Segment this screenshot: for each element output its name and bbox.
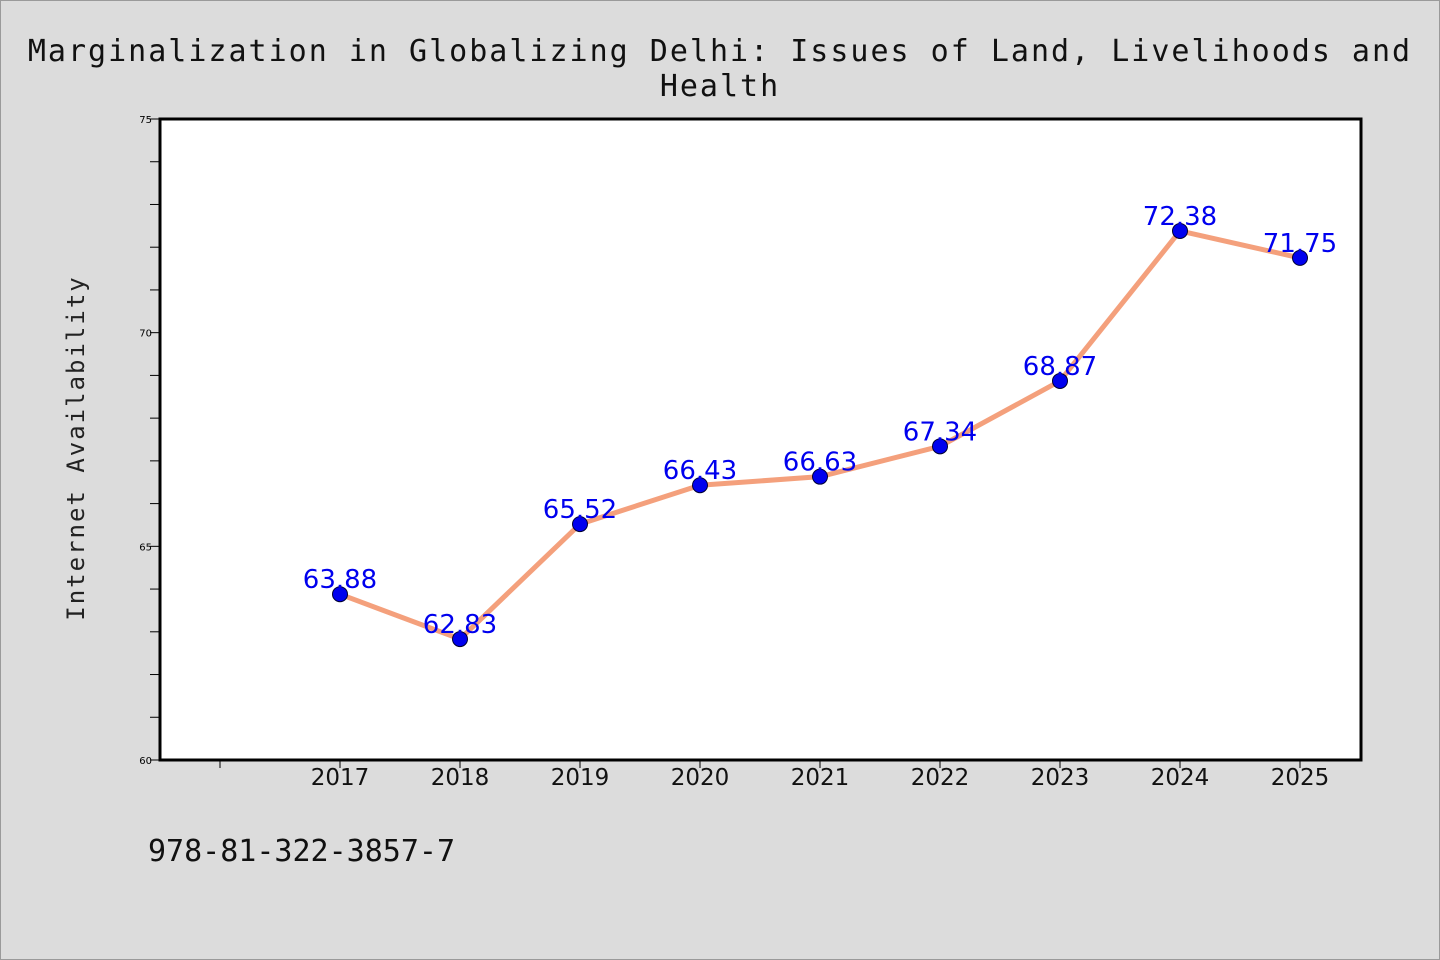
data-point xyxy=(332,586,348,603)
y-tick-label: 75 xyxy=(139,115,152,126)
data-point xyxy=(1292,249,1308,266)
data-label: 67.34 xyxy=(903,417,977,447)
data-point xyxy=(1052,372,1068,389)
x-tick-label: 2024 xyxy=(1151,765,1210,791)
data-label: 62.83 xyxy=(423,610,497,640)
data-point xyxy=(812,468,828,485)
y-tick-label: 65 xyxy=(139,542,152,553)
x-tick-label: 2018 xyxy=(431,765,490,791)
data-point xyxy=(452,631,468,648)
data-label: 71.75 xyxy=(1263,229,1337,259)
footer-code: 978-81-322-3857-7 xyxy=(148,834,456,869)
data-label: 68.87 xyxy=(1023,352,1097,382)
plot-area xyxy=(158,117,1363,762)
y-tick-label: 70 xyxy=(139,329,152,340)
y-tick-label: 60 xyxy=(139,756,152,767)
data-point xyxy=(932,438,948,455)
chart-title: Marginalization in Globalizing Delhi: Is… xyxy=(27,34,1413,104)
x-tick-label: 2021 xyxy=(791,765,850,791)
x-tick-label: 2025 xyxy=(1271,765,1330,791)
data-label: 66.63 xyxy=(783,448,857,478)
data-label: 66.43 xyxy=(663,456,737,486)
data-label: 63.88 xyxy=(303,565,377,595)
data-label: 65.52 xyxy=(543,495,617,525)
data-point xyxy=(692,477,708,494)
data-point xyxy=(1172,222,1188,239)
x-tick-label: 2020 xyxy=(671,765,730,791)
x-tick-label: 2017 xyxy=(311,765,370,791)
x-tick-label: 2023 xyxy=(1031,765,1090,791)
x-tick-label: 2019 xyxy=(551,765,610,791)
x-tick-label: 2022 xyxy=(911,765,970,791)
data-label: 72.38 xyxy=(1143,202,1217,232)
data-point xyxy=(572,516,588,533)
